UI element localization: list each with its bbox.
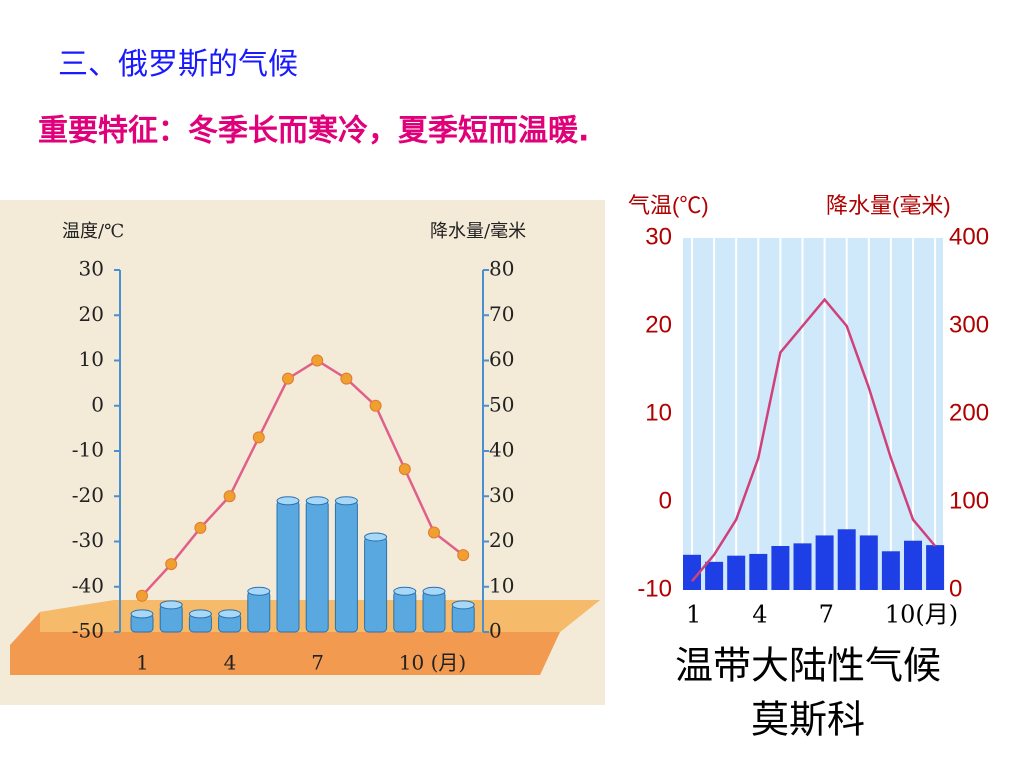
bar <box>837 529 856 590</box>
bar-cap <box>364 532 388 542</box>
y2-tick-label: 0 <box>949 575 962 602</box>
bar <box>705 561 724 590</box>
y-axis-label: 气温(℃) <box>628 193 709 218</box>
bar <box>305 500 329 633</box>
y-tick-label: 30 <box>645 223 672 250</box>
bar-cap <box>218 609 242 619</box>
bar <box>276 500 300 633</box>
marker <box>340 372 353 385</box>
y2-axis-label: 降水量/毫米 <box>430 221 526 242</box>
bar <box>859 535 878 590</box>
y2-tick-label: 300 <box>949 311 989 338</box>
y-tick-label: 0 <box>91 392 104 416</box>
bar-cap <box>305 496 329 506</box>
y-tick-label: 10 <box>645 399 672 426</box>
bar-cap <box>276 496 300 506</box>
y2-tick-label: 70 <box>489 302 514 326</box>
marker <box>165 558 178 571</box>
bar <box>881 551 900 590</box>
bar-cap <box>188 609 212 619</box>
x-tick-label: 7 <box>311 651 324 675</box>
caption: 莫斯科 <box>751 698 865 742</box>
bar <box>393 590 417 633</box>
y2-tick-label: 60 <box>489 347 514 371</box>
x-tick-label: 4 <box>752 601 767 629</box>
y2-tick-label: 50 <box>489 392 514 416</box>
bar-cap <box>130 609 154 619</box>
marker <box>194 521 207 534</box>
y2-tick-label: 20 <box>489 528 514 552</box>
marker <box>369 399 382 412</box>
y2-tick-label: 200 <box>949 399 989 426</box>
x-tick-label: 1 <box>136 651 149 675</box>
y-tick-label: 30 <box>79 257 104 281</box>
bar-cap <box>451 600 475 610</box>
y2-tick-label: 10 <box>489 573 514 597</box>
y2-tick-label: 0 <box>489 619 502 643</box>
y2-tick-label: 80 <box>489 257 514 281</box>
y-tick-label: -50 <box>72 619 104 643</box>
bar <box>683 554 701 590</box>
bar <box>904 540 922 590</box>
bar <box>247 590 271 633</box>
bar <box>422 590 446 633</box>
plot-area <box>683 238 943 590</box>
y2-axis-label: 降水量(毫米) <box>826 193 951 218</box>
marker <box>282 372 294 385</box>
bar-cap <box>159 600 183 610</box>
x-tick-label: 7 <box>819 601 834 629</box>
slide-title: 三、俄罗斯的气候 <box>58 47 298 82</box>
x-tick-label: 1 <box>686 601 701 629</box>
y-tick-label: -10 <box>637 575 672 602</box>
x-tick-label: 10(月) <box>885 601 958 629</box>
marker <box>223 490 236 503</box>
marker <box>136 589 148 602</box>
bar-cap <box>422 586 446 596</box>
marker <box>428 526 440 539</box>
y-axis-label: 温度/℃ <box>62 221 124 242</box>
y-tick-label: 0 <box>659 487 672 514</box>
y-tick-label: 10 <box>79 347 104 371</box>
y2-tick-label: 100 <box>949 487 989 514</box>
bar-cap <box>393 586 417 596</box>
line <box>691 297 937 583</box>
bar-cap <box>247 586 271 596</box>
bar <box>749 553 768 590</box>
bar <box>727 555 746 590</box>
y-tick-label: 20 <box>79 302 104 326</box>
bar <box>793 543 812 590</box>
bar <box>364 536 388 633</box>
y2-tick-label: 40 <box>489 438 514 462</box>
y-tick-label: 20 <box>645 311 672 338</box>
marker <box>252 431 265 444</box>
y-tick-label: -20 <box>72 483 104 507</box>
bar <box>926 545 945 590</box>
bar <box>771 546 790 590</box>
x-tick-label: 4 <box>224 651 237 675</box>
y2-tick-label: 30 <box>489 483 514 507</box>
bar <box>815 535 834 590</box>
y2-tick-label: 400 <box>949 223 989 250</box>
y-tick-label: -10 <box>72 438 104 462</box>
marker <box>311 354 324 367</box>
bar-cap <box>334 496 358 506</box>
x-tick-label: 10 (月) <box>399 651 466 675</box>
marker <box>457 549 470 562</box>
y-tick-label: -30 <box>72 528 104 552</box>
chart-1: 温度/℃ 降水量/毫米 -50 -40 -30 -20 -10 0 10 20 30 0 10 20 30 4… <box>62 221 526 675</box>
y-tick-label: -40 <box>72 573 104 597</box>
line <box>141 359 464 597</box>
caption: 温带大陆性气候 <box>675 644 941 688</box>
slide-subtitle: 重要特征：冬季长而寒冷，夏季短而温暖. <box>38 114 589 149</box>
marker <box>398 463 411 476</box>
bar <box>334 500 358 633</box>
